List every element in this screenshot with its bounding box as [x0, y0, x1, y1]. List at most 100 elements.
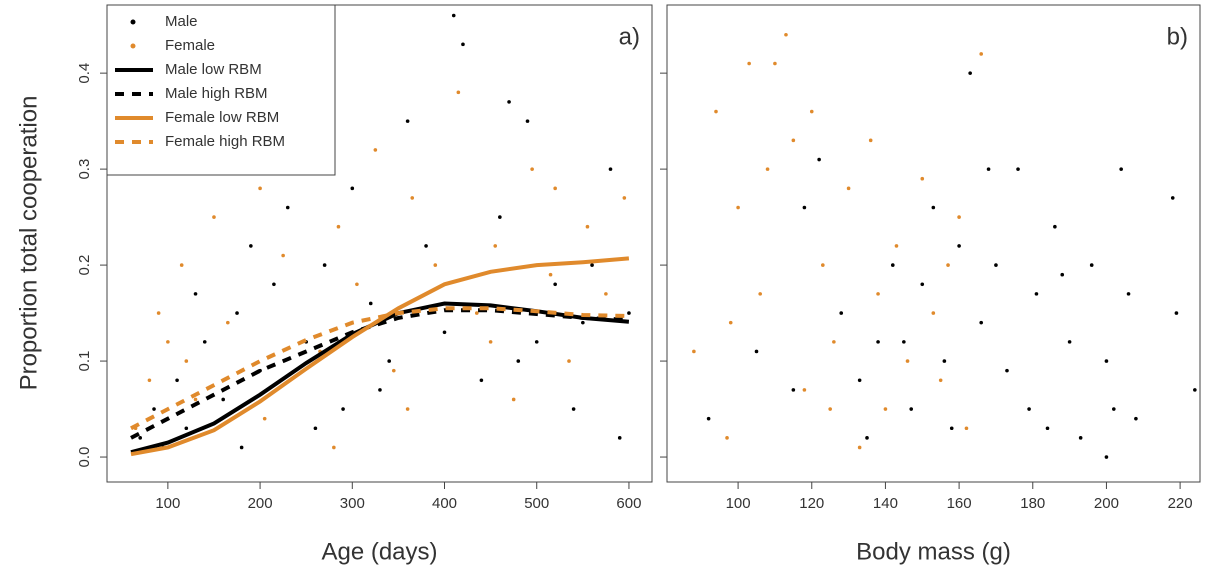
point	[156, 311, 161, 315]
point	[152, 407, 156, 411]
point	[622, 196, 627, 200]
plot-frame	[666, 4, 1201, 483]
x-tick-label: 200	[1094, 495, 1119, 512]
point	[809, 109, 814, 114]
x-tick-label: 300	[340, 495, 365, 512]
point	[1034, 292, 1039, 296]
point	[791, 388, 796, 392]
point	[1078, 436, 1083, 440]
point	[258, 186, 262, 191]
point	[604, 292, 608, 296]
x-tick-label: 140	[873, 495, 898, 512]
point	[1053, 224, 1057, 229]
point	[262, 416, 267, 421]
point	[1027, 407, 1031, 411]
point	[839, 311, 844, 315]
point	[548, 272, 553, 277]
point	[378, 388, 382, 392]
point	[202, 340, 207, 344]
point	[692, 349, 696, 354]
point	[627, 311, 631, 315]
point	[865, 436, 869, 440]
point	[857, 445, 862, 450]
point	[498, 215, 502, 219]
legend-label: Male	[165, 13, 198, 30]
point	[336, 224, 341, 229]
point	[931, 205, 936, 210]
point	[391, 368, 396, 373]
point	[184, 426, 189, 431]
point	[773, 61, 777, 66]
point	[488, 340, 493, 344]
point	[821, 263, 825, 267]
point	[442, 330, 447, 335]
x-tick-label: 120	[799, 495, 824, 512]
y-tick-label: 0.1	[76, 351, 93, 372]
legend-label: Male high RBM	[165, 85, 268, 102]
point	[957, 244, 961, 248]
point	[1045, 426, 1050, 431]
x-axis-title: Age (days)	[321, 538, 437, 565]
point	[1119, 167, 1123, 171]
point	[313, 426, 318, 431]
point	[714, 109, 718, 114]
point	[355, 282, 359, 287]
point	[1089, 263, 1094, 267]
point	[828, 407, 832, 411]
point	[802, 205, 807, 210]
point	[507, 100, 511, 104]
point	[226, 320, 230, 325]
point	[1112, 407, 1116, 411]
point	[405, 119, 410, 123]
point	[285, 205, 290, 210]
point	[235, 311, 239, 315]
y-tick-label: 0.4	[76, 63, 93, 84]
point	[1104, 455, 1109, 459]
point	[890, 263, 895, 267]
point	[957, 215, 961, 219]
point	[909, 407, 914, 411]
legend-symbol	[130, 43, 136, 49]
point	[553, 186, 557, 191]
curve	[130, 301, 630, 455]
point	[193, 397, 198, 402]
x-tick-label: 200	[248, 495, 273, 512]
point	[968, 71, 972, 75]
point	[511, 397, 516, 402]
point	[585, 224, 590, 229]
x-tick-label: 500	[524, 495, 549, 512]
point	[249, 244, 253, 248]
point	[946, 263, 950, 267]
point	[758, 292, 762, 296]
point	[368, 301, 373, 306]
point	[175, 378, 179, 383]
point	[1126, 292, 1131, 296]
point	[387, 359, 391, 363]
point	[846, 186, 851, 191]
x-tick-label: 100	[155, 495, 180, 512]
point	[765, 167, 770, 171]
panel-label: b)	[1167, 23, 1188, 50]
point	[608, 167, 613, 171]
point	[179, 263, 184, 267]
point	[479, 378, 484, 383]
point	[456, 90, 461, 95]
x-tick-label: 160	[947, 495, 972, 512]
point	[525, 119, 530, 123]
point	[706, 416, 711, 421]
point	[725, 436, 729, 440]
point	[964, 426, 969, 431]
point	[410, 196, 415, 200]
curve	[130, 308, 629, 440]
x-axis-title: Body mass (g)	[856, 538, 1011, 565]
point	[986, 167, 991, 171]
legend-box	[106, 4, 336, 176]
point	[1174, 311, 1179, 315]
legend-label: Female high RBM	[165, 133, 285, 150]
point	[193, 292, 198, 296]
point	[553, 282, 557, 287]
point	[817, 157, 821, 162]
point	[883, 407, 888, 411]
legend-symbol	[130, 19, 136, 25]
point	[1060, 272, 1065, 277]
